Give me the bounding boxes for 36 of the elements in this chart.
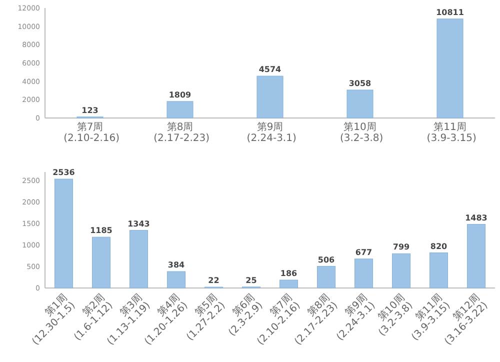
data-label: 25 [246,276,258,285]
data-label: 799 [392,242,410,252]
bar [54,178,73,288]
x-tick-label: 第11周 (3.9-3.15) [424,121,476,144]
data-label: 1343 [128,219,150,228]
bar [436,18,464,118]
data-label: 123 [82,106,98,115]
bar [392,253,410,288]
data-label: 506 [318,255,336,264]
bar [430,252,448,288]
bar [346,90,374,118]
data-label: 1483 [465,213,488,222]
data-label: 384 [168,260,186,270]
x-tick-label: 第10周 (3.2-3.8) [336,121,384,144]
data-label: 22 [208,276,220,286]
x-tick-label: 第8周 (2.17-2.23) [150,121,210,144]
data-label: 10811 [436,8,464,17]
data-label: 3058 [348,78,372,88]
bar [130,230,148,288]
bar [167,271,186,288]
data-label: 186 [280,269,298,278]
bar [256,76,284,118]
bar [354,258,373,288]
data-label: 4574 [258,65,282,74]
data-label: 1185 [90,226,113,236]
data-label: 820 [430,242,448,251]
x-tick-label: 第7周 (2.10-2.16) [60,121,120,144]
bar [92,236,110,288]
data-label: 2536 [52,168,76,178]
data-label: 677 [355,248,372,257]
bar [467,224,486,288]
bar [317,266,336,288]
bar [280,280,298,288]
data-label: 1809 [168,90,192,100]
x-tick-label: 第9周 (2.24-3.1) [244,121,296,144]
bar [166,101,194,118]
